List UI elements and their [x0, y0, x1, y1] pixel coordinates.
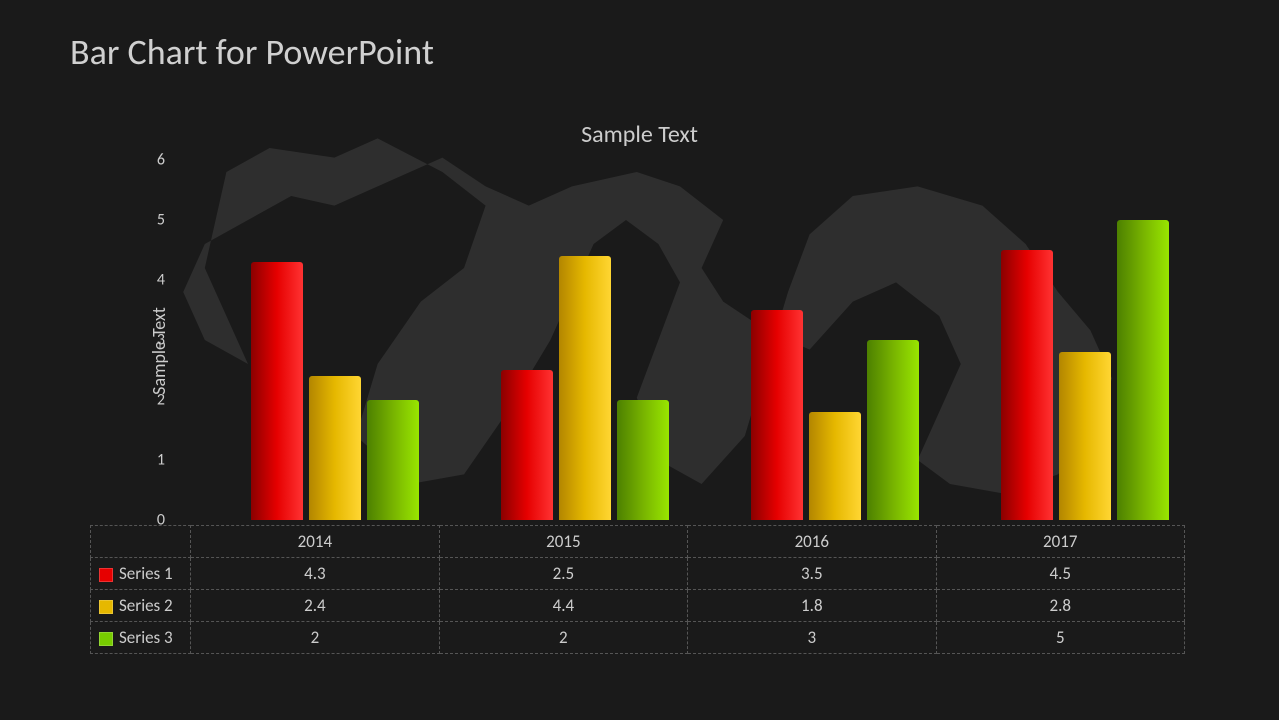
bar — [251, 262, 303, 520]
y-tick-label: 4 — [157, 271, 165, 290]
table-value-cell: 3.5 — [688, 558, 936, 590]
bar-group — [745, 160, 925, 520]
table-year-cell: 2014 — [191, 526, 439, 558]
table-value-cell: 4.4 — [439, 590, 687, 622]
slide-title: Bar Chart for PowerPoint — [70, 30, 434, 74]
plot — [175, 160, 1185, 520]
table-year-cell: 2016 — [688, 526, 936, 558]
bar — [559, 256, 611, 520]
series-legend-cell: Series 1 — [91, 558, 191, 590]
table-value-cell: 2 — [191, 622, 439, 654]
legend-swatch — [99, 600, 113, 614]
table-row: Series 1 4.32.53.54.5 — [91, 558, 1185, 590]
table-cell-empty — [91, 526, 191, 558]
bar-group — [495, 160, 675, 520]
bar — [309, 376, 361, 520]
series-label: Series 1 — [119, 563, 173, 584]
table-value-cell: 5 — [936, 622, 1184, 654]
table-row: Series 2 2.44.41.82.8 — [91, 590, 1185, 622]
table-value-cell: 2 — [439, 622, 687, 654]
bar-group — [995, 160, 1175, 520]
series-label: Series 3 — [119, 627, 173, 648]
bar — [1059, 352, 1111, 520]
table-value-cell: 1.8 — [688, 590, 936, 622]
series-legend-cell: Series 3 — [91, 622, 191, 654]
series-label: Series 2 — [119, 595, 173, 616]
bar-group — [245, 160, 425, 520]
chart-plot-area: 0123456 — [175, 160, 1185, 520]
data-table: 2014201520162017Series 14.32.53.54.5Seri… — [90, 525, 1185, 654]
legend-swatch — [99, 568, 113, 582]
table-value-cell: 2.5 — [439, 558, 687, 590]
bar — [1117, 220, 1169, 520]
table-value-cell: 2.4 — [191, 590, 439, 622]
bar — [751, 310, 803, 520]
table-value-cell: 2.8 — [936, 590, 1184, 622]
table-value-cell: 4.5 — [936, 558, 1184, 590]
bar — [501, 370, 553, 520]
bar — [367, 400, 419, 520]
table-header-row: 2014201520162017 — [91, 526, 1185, 558]
y-tick-label: 5 — [157, 211, 165, 230]
bar — [809, 412, 861, 520]
table-value-cell: 3 — [688, 622, 936, 654]
bar — [617, 400, 669, 520]
series-legend-cell: Series 2 — [91, 590, 191, 622]
y-axis-label: Sample Text — [148, 307, 170, 395]
table-value-cell: 4.3 — [191, 558, 439, 590]
table-year-cell: 2015 — [439, 526, 687, 558]
chart-title: Sample Text — [581, 120, 698, 149]
y-tick-label: 6 — [157, 151, 165, 170]
bar — [1001, 250, 1053, 520]
table-row: Series 32235 — [91, 622, 1185, 654]
bar — [867, 340, 919, 520]
table-year-cell: 2017 — [936, 526, 1184, 558]
y-tick-label: 1 — [157, 451, 165, 470]
legend-swatch — [99, 632, 113, 646]
